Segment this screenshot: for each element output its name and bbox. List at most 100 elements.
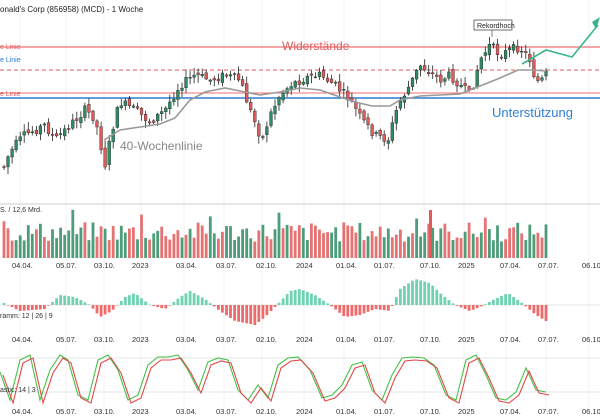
candle-121: [491, 42, 495, 49]
macd-bar-118: [479, 305, 483, 307]
volume-bar-126: [512, 227, 515, 258]
candle-0: [2, 164, 6, 170]
candle-124: [504, 43, 508, 62]
candle-65: [265, 121, 269, 143]
x-tick-r0-9: 01.07.: [374, 261, 395, 270]
candle-4: [18, 131, 22, 146]
volume-bar-99: [403, 241, 406, 258]
volume-bar-spike: [429, 210, 432, 258]
macd-bar-107: [435, 289, 439, 305]
candle-88: [358, 103, 362, 120]
macd-bar-28: [115, 305, 119, 306]
candle-18: [75, 111, 79, 129]
macd-bar-59: [241, 305, 244, 323]
macd-bar-34: [140, 298, 143, 305]
candle-99: [402, 93, 406, 109]
macd-bar-52: [212, 305, 216, 307]
candle-1: [6, 155, 10, 175]
volume-bar-44: [180, 237, 184, 258]
candle-56: [228, 70, 233, 81]
macd-bar-127: [516, 299, 520, 305]
macd-bar-105: [427, 282, 431, 305]
macd-bar-38: [156, 305, 160, 308]
macd-bar-60: [245, 305, 249, 324]
candle-126: [512, 41, 516, 54]
candle-60: [245, 76, 249, 104]
candle-81: [330, 74, 334, 84]
volume-bar-35: [144, 237, 147, 258]
candle-107: [435, 71, 439, 84]
line-tag-3: e Linie: [0, 91, 21, 98]
candle-58: [236, 66, 241, 82]
volume-bar-123: [500, 241, 503, 258]
macd-bar-55: [225, 305, 228, 316]
candle-21: [87, 98, 91, 119]
volume-bar-100: [407, 236, 410, 258]
volume-bar-57: [233, 240, 236, 258]
candle-85: [346, 86, 350, 108]
volume-bar-118: [479, 232, 483, 258]
x-tick-r1-3: 2023: [132, 335, 149, 344]
volume-bar-69: [281, 228, 285, 258]
macd-bar-53: [217, 305, 220, 310]
macd-bar-108: [439, 293, 443, 305]
macd-bar-22: [91, 305, 95, 309]
volume-bar-73: [297, 225, 301, 258]
macd-bar-54: [221, 305, 224, 313]
macd-bar-45: [184, 293, 188, 305]
macd-bar-77: [314, 295, 317, 305]
macd-bar-57: [233, 305, 236, 321]
macd-bar-96: [390, 305, 394, 306]
macd-bar-88: [358, 305, 362, 315]
macd-bar-42: [172, 301, 176, 305]
macd-bar-86: [350, 305, 354, 317]
candle-73: [297, 74, 301, 92]
macd-bar-25: [103, 305, 107, 315]
candle-32: [131, 103, 135, 109]
volume-bar-122: [496, 225, 499, 258]
volume-bar-119: [483, 217, 487, 258]
volume-bar-13: [55, 238, 58, 258]
candle-33: [135, 102, 140, 110]
candle-34: [139, 107, 144, 121]
volume-bar-4: [18, 235, 22, 258]
volume-bar-108: [439, 228, 443, 258]
macd-bar-19: [79, 300, 83, 305]
candle-70: [285, 86, 289, 97]
macd-bar-5: [22, 305, 26, 311]
volume-bar-20: [83, 222, 87, 258]
macd-bar-122: [496, 297, 499, 305]
macd-bar-115: [467, 305, 471, 311]
macd-bar-69: [281, 298, 285, 305]
volume-bar-95: [386, 228, 390, 258]
volume-bars: [2, 209, 548, 258]
candle-109: [443, 77, 447, 86]
x-tick-r0-6: 02.10.: [256, 261, 277, 270]
candle-92: [374, 130, 378, 137]
macd-bar-30: [123, 296, 127, 305]
volume-bar-19: [79, 227, 83, 258]
volume-bar-6: [26, 225, 30, 258]
volume-bar-120: [488, 229, 491, 258]
macd-bar-46: [188, 291, 192, 305]
x-tick-r2-12: 07.04.: [500, 407, 521, 416]
volume-bar-85: [346, 225, 350, 258]
macd-bar-1: [6, 305, 10, 306]
volume-bar-8: [35, 229, 38, 258]
candle-62: [253, 108, 257, 128]
volume-bar-115: [467, 222, 471, 258]
candle-37: [152, 119, 156, 124]
macd-bar-68: [277, 302, 281, 305]
candle-77: [313, 72, 317, 79]
x-tick-r1-0: 04.04.: [12, 335, 33, 344]
macd-histogram: [2, 279, 548, 325]
macd-bar-126: [512, 297, 515, 305]
macd-bar-48: [196, 295, 200, 305]
x-tick-r1-12: 07.04.: [500, 335, 521, 344]
macd-bar-84: [342, 305, 346, 316]
x-tick-r1-10: 07.10.: [420, 335, 441, 344]
macd-bar-29: [119, 301, 123, 305]
macd-bar-62: [253, 305, 257, 325]
candle-23: [95, 119, 99, 135]
candle-100: [406, 80, 411, 96]
